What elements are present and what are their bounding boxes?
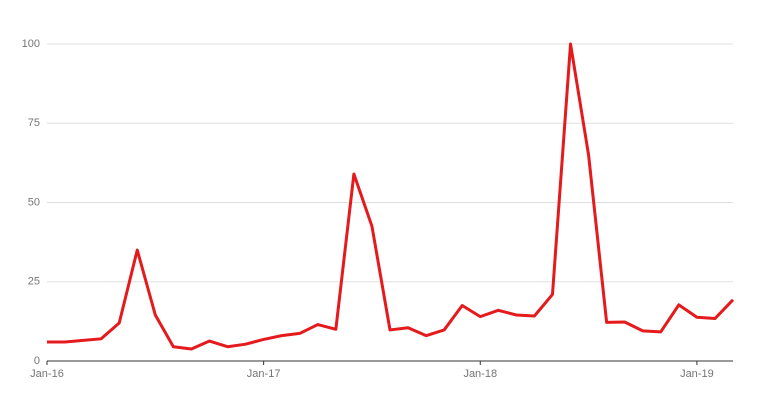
y-tick-label: 100 bbox=[22, 38, 40, 50]
y-tick-label: 50 bbox=[28, 196, 40, 208]
x-tick-label: Jan-18 bbox=[463, 368, 497, 380]
x-tick-label: Jan-17 bbox=[247, 368, 281, 380]
line-series bbox=[47, 42, 735, 351]
x-tick-label: Jan-16 bbox=[30, 368, 64, 380]
y-tick-label: 0 bbox=[34, 355, 40, 367]
x-tick-label: Jan-19 bbox=[680, 368, 714, 380]
y-tick-label: 25 bbox=[28, 276, 40, 288]
y-tick-label: 75 bbox=[28, 117, 40, 129]
